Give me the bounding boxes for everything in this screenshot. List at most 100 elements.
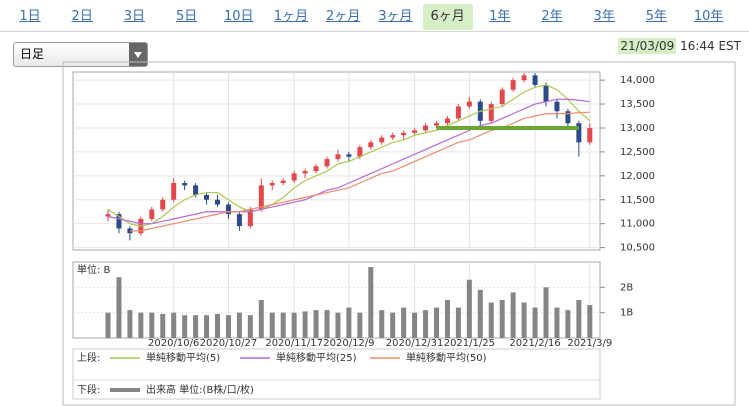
volume-bar <box>291 312 297 338</box>
volume-bar <box>477 289 483 338</box>
volume-bar <box>313 310 319 338</box>
chart-frame <box>62 61 736 406</box>
interval-select[interactable]: 日足 <box>13 42 148 67</box>
volume-bar <box>302 311 308 338</box>
volume-bar <box>236 312 242 338</box>
volume-unit: 単位: B <box>77 263 111 276</box>
candle-body <box>576 123 582 143</box>
volume-bar <box>149 312 155 338</box>
volume-bar <box>379 310 385 338</box>
volume-bar <box>543 287 549 338</box>
select-arrow[interactable] <box>129 43 147 66</box>
candle-body <box>455 106 461 119</box>
volume-bar <box>225 315 231 338</box>
legend-label: 単純移動平均(50) <box>406 351 487 364</box>
volume-bar <box>434 307 439 338</box>
volume-bar <box>390 312 396 338</box>
period-tab[interactable]: 2ヶ月 <box>326 9 361 24</box>
legend-label: 出来高 単位:(B株/口/枚) <box>146 383 254 396</box>
x-tick-label: 2020/10/27 <box>200 338 258 349</box>
volume-bar <box>412 312 418 338</box>
period-tab[interactable]: 3日 <box>123 9 146 24</box>
period-tab[interactable]: 5日 <box>175 9 198 24</box>
volume-bar <box>423 310 429 338</box>
candle-body <box>335 154 341 160</box>
candle-body <box>543 84 549 102</box>
candle-body <box>105 214 111 217</box>
y-tick-label: 2B <box>620 282 633 293</box>
candle-body <box>291 173 297 181</box>
period-tab[interactable]: 3年 <box>593 9 615 24</box>
volume-bar <box>127 310 133 338</box>
candle-body <box>587 127 593 143</box>
candle-body <box>521 75 527 81</box>
timestamp-date: 21/03/09 <box>618 38 677 54</box>
x-tick-label: 2020/12/31 <box>386 338 444 349</box>
y-tick-label: 12,000 <box>620 171 655 182</box>
candle-body <box>423 125 429 131</box>
candle-body <box>554 101 560 112</box>
timestamp: 21/03/09 16:44 EST <box>618 38 741 54</box>
candle-body <box>269 183 275 186</box>
volume-bar <box>466 279 472 338</box>
volume-bar <box>521 302 527 338</box>
timestamp-time: 16:44 EST <box>680 39 741 53</box>
period-tab[interactable]: 10日 <box>224 9 254 24</box>
volume-bar <box>401 307 407 338</box>
y-tick-label: 11,500 <box>620 195 655 206</box>
legend-label: 単純移動平均(5) <box>146 351 220 364</box>
y-tick-label: 14,000 <box>620 75 655 86</box>
volume-bar <box>455 307 461 338</box>
candle-body <box>215 199 220 205</box>
period-tab[interactable]: 1日 <box>19 9 41 24</box>
y-tick-label: 11,000 <box>620 219 655 230</box>
volume-bar <box>324 310 330 338</box>
volume-bar <box>368 267 374 338</box>
candle-body <box>313 166 319 172</box>
period-tab[interactable]: 10年 <box>693 9 724 24</box>
volume-bar <box>171 312 177 338</box>
candle-body <box>171 183 177 200</box>
period-tab[interactable]: 2年 <box>541 9 563 24</box>
candle-body <box>368 142 374 148</box>
period-tab[interactable]: 1ヶ月 <box>273 9 309 24</box>
volume-bar <box>488 302 494 338</box>
volume-bar <box>510 292 516 338</box>
price-panel <box>72 71 601 251</box>
volume-bar <box>335 312 341 338</box>
candle-body <box>510 80 516 90</box>
volume-bar <box>499 300 505 338</box>
period-tab[interactable]: 5年 <box>645 9 668 24</box>
candle-body <box>357 147 363 157</box>
candle-body <box>390 135 396 138</box>
volume-bar <box>444 300 450 338</box>
volume-bar <box>554 307 560 338</box>
candle-body <box>182 183 188 186</box>
candle-body <box>225 204 231 215</box>
x-tick-label: 2020/11/17 <box>265 338 323 349</box>
period-tab[interactable]: 2日 <box>71 9 93 24</box>
period-tab[interactable]: 6ヶ月 <box>422 4 473 30</box>
volume-bar <box>565 310 571 338</box>
candle-body <box>280 180 286 184</box>
candle-body <box>160 199 166 210</box>
y-tick-label: 12,500 <box>620 147 655 158</box>
period-tabs: 1日 2日 3日 5日 10日 1ヶ月 2ヶ月 3ヶ月 6ヶ月 1年 2年 3年 5年 10年 <box>0 0 749 32</box>
candle-body <box>346 154 352 157</box>
ma-line <box>129 111 590 232</box>
legend-frame <box>72 348 601 400</box>
candle-body <box>193 185 199 195</box>
volume-bar <box>105 312 111 338</box>
candle-body <box>236 214 242 227</box>
candle-body <box>247 209 253 227</box>
candle-body <box>116 214 122 229</box>
y-tick-label: 13,500 <box>620 99 655 110</box>
volume-bar <box>280 312 286 338</box>
candle-body <box>565 111 571 124</box>
candle-body <box>444 118 450 124</box>
period-tab[interactable]: 1年 <box>489 9 511 24</box>
period-tab[interactable]: 3ヶ月 <box>378 9 413 24</box>
legend-label: 単純移動平均(25) <box>276 351 357 364</box>
volume-bar <box>182 315 188 338</box>
